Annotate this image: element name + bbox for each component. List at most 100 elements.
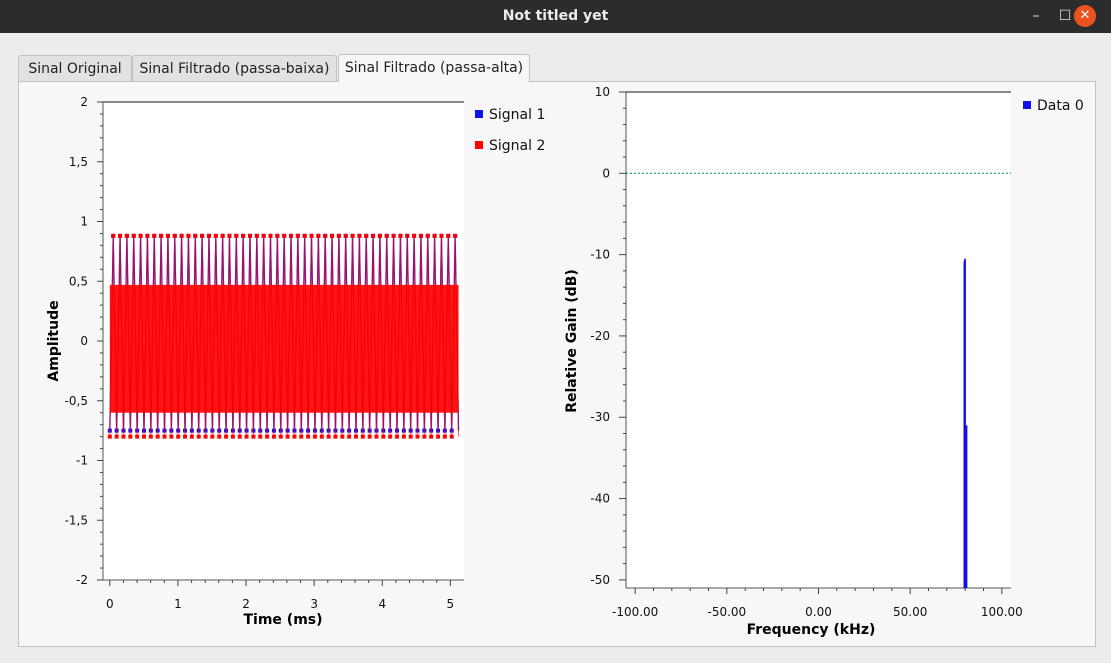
- time-series-2-peak-marker: [309, 233, 314, 238]
- time-legend-swatch: [475, 110, 483, 118]
- time-series-2-trough-marker: [244, 434, 249, 439]
- time-y-tick-label: 0,5: [69, 274, 88, 288]
- time-series-2-trough-marker: [436, 434, 441, 439]
- frequency-legend-label: Data 0: [1037, 98, 1084, 114]
- time-series-2-peak-marker: [138, 233, 143, 238]
- time-x-tick-label: 4: [378, 597, 386, 611]
- time-series-2-peak-marker: [275, 233, 280, 238]
- frequency-series-1-line: [963, 258, 968, 589]
- time-series-2-peak-marker: [186, 233, 191, 238]
- time-y-axis-label: Amplitude: [46, 300, 62, 381]
- time-series-2-peak-marker: [159, 233, 164, 238]
- time-series-2-peak-marker: [213, 233, 218, 238]
- frequency-x-tick-label: -50.00: [707, 605, 746, 619]
- frequency-y-tick-label: -10: [590, 248, 610, 262]
- time-series-2-trough-marker: [128, 434, 133, 439]
- time-series-2-peak-marker: [418, 233, 423, 238]
- time-series-2-peak-marker: [193, 233, 198, 238]
- time-series-2-trough-marker: [162, 434, 167, 439]
- time-series-2-trough-marker: [306, 434, 311, 439]
- time-series-2-trough-marker: [333, 434, 338, 439]
- time-y-tick-label: -0,5: [65, 394, 88, 408]
- time-x-tick-label: 1: [174, 597, 182, 611]
- time-legend-label: Signal 1: [489, 107, 545, 123]
- minimize-icon[interactable]: –: [1032, 8, 1040, 24]
- time-series-2-trough-marker: [292, 434, 297, 439]
- time-series-2-trough-marker: [353, 434, 358, 439]
- time-series-2-peak-marker: [220, 233, 225, 238]
- time-series-2-trough-marker: [230, 434, 235, 439]
- time-series-2-trough-marker: [251, 434, 256, 439]
- window-title: Not titled yet: [502, 8, 609, 24]
- time-series-2-peak-marker: [247, 233, 252, 238]
- time-series-2-peak-marker: [131, 233, 136, 238]
- time-series-2-peak-marker: [289, 233, 294, 238]
- maximize-icon[interactable]: ☐: [1058, 8, 1072, 24]
- time-series-2-trough-marker: [326, 434, 331, 439]
- time-series-2-peak-marker: [111, 233, 116, 238]
- time-series-2-peak-marker: [377, 233, 382, 238]
- time-series-2-peak-marker: [268, 233, 273, 238]
- time-series-2-trough-marker: [183, 434, 188, 439]
- frequency-y-tick-label: -30: [590, 410, 610, 424]
- frequency-y-tick-label: -50: [590, 573, 610, 587]
- time-y-tick-label: 1: [80, 215, 88, 229]
- time-series-2-peak-marker: [330, 233, 335, 238]
- time-series-2-peak-marker: [446, 233, 451, 238]
- time-series-2-peak-marker: [172, 233, 177, 238]
- tab-sinal-original[interactable]: Sinal Original: [18, 55, 132, 81]
- time-y-tick-label: -1: [76, 454, 88, 468]
- time-series-2-peak-marker: [371, 233, 376, 238]
- time-plot[interactable]: 2 1,5 1 0,5 0 -0,5 -1 -1,5 -2 0 1 2 3 4 5 Amplitude Ti…: [46, 95, 545, 628]
- time-series-2-peak-marker: [439, 233, 444, 238]
- time-series-2-trough-marker: [148, 434, 153, 439]
- tab-sinal-filtrado-passa-baixa[interactable]: Sinal Filtrado (passa-baixa): [132, 55, 337, 81]
- time-series-2-peak-marker: [350, 233, 355, 238]
- time-series-2-peak-marker: [165, 233, 170, 238]
- time-series-2-trough-marker: [107, 434, 112, 439]
- time-series-2-trough-marker: [210, 434, 215, 439]
- frequency-y-tick-label: -40: [590, 492, 610, 506]
- tab-sinal-filtrado-passa-alta[interactable]: Sinal Filtrado (passa-alta): [338, 54, 530, 82]
- time-series-2-trough-marker: [271, 434, 276, 439]
- time-series-2-peak-marker: [282, 233, 287, 238]
- time-series-2-peak-marker: [384, 233, 389, 238]
- time-series-2-trough-marker: [121, 434, 126, 439]
- time-series-2-peak-marker: [398, 233, 403, 238]
- time-series-2-peak-marker: [323, 233, 328, 238]
- time-series-2-peak-marker: [302, 233, 307, 238]
- time-series-2-trough-marker: [442, 434, 447, 439]
- frequency-plot[interactable]: 10 0 -10 -20 -30 -40 -50 -100.00 -50.00 0.00 50.00…: [564, 85, 1084, 638]
- frequency-x-tick-label: -100.00: [612, 605, 658, 619]
- time-series-2-peak-marker: [425, 233, 430, 238]
- time-series-2-trough-marker: [299, 434, 304, 439]
- time-legend-label: Signal 2: [489, 138, 545, 154]
- time-series-2-trough-marker: [449, 434, 454, 439]
- time-series-2-peak-marker: [357, 233, 362, 238]
- time-series-2-trough-marker: [265, 434, 270, 439]
- time-series-2-peak-marker: [206, 233, 211, 238]
- time-x-tick-label: 2: [242, 597, 250, 611]
- time-series-2-peak-marker: [364, 233, 369, 238]
- time-series-2-trough-marker: [196, 434, 201, 439]
- time-series-2-peak-marker: [200, 233, 205, 238]
- time-series-2-trough-marker: [203, 434, 208, 439]
- time-series-2-trough-marker: [367, 434, 372, 439]
- time-x-tick-label: 5: [447, 597, 455, 611]
- time-y-tick-label: 2: [80, 95, 88, 109]
- frequency-y-tick-label: -20: [590, 329, 610, 343]
- time-x-tick-label: 3: [310, 597, 318, 611]
- time-series-2-peak-marker: [432, 233, 437, 238]
- time-series-2-peak-marker: [453, 233, 458, 238]
- time-series-2-trough-marker: [155, 434, 160, 439]
- close-icon[interactable]: ✕: [1074, 5, 1096, 27]
- time-x-tick-label: 0: [106, 597, 114, 611]
- time-y-tick-label: 1,5: [69, 155, 88, 169]
- time-series-2-peak-marker: [295, 233, 300, 238]
- time-series-2-trough-marker: [381, 434, 386, 439]
- time-series-2-peak-marker: [241, 233, 246, 238]
- time-series-2-peak-marker: [234, 233, 239, 238]
- time-series-2-peak-marker: [152, 233, 157, 238]
- time-series-2-peak-marker: [261, 233, 266, 238]
- time-series-2-peak-marker: [412, 233, 417, 238]
